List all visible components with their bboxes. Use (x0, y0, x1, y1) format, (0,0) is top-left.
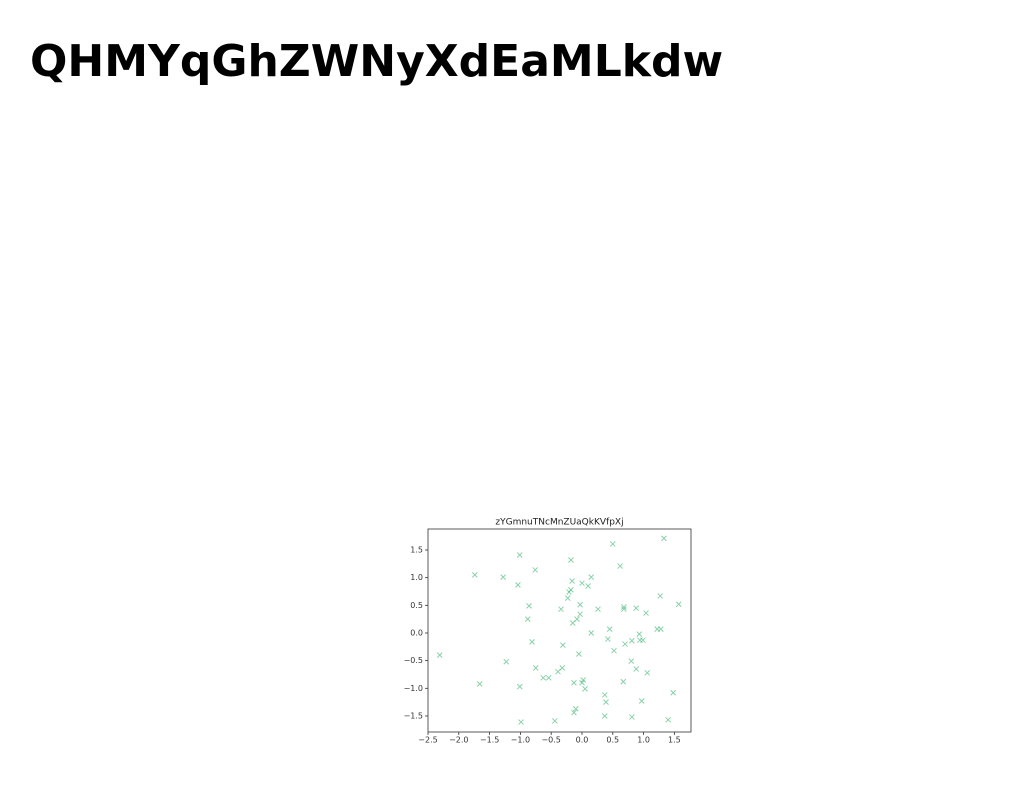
scatter-point (606, 626, 613, 632)
scatter-point (588, 574, 595, 580)
x-tick-label: −1.5 (480, 736, 499, 745)
scatter-point (622, 641, 628, 647)
y-tick-label: −1.5 (404, 711, 423, 720)
x-tick-label: 0.0 (576, 736, 589, 745)
y-tick-label: 1.0 (410, 573, 423, 582)
scatter-point (588, 630, 595, 636)
scatter-point (657, 626, 664, 632)
scatter-point (476, 681, 483, 687)
scatter-point (524, 616, 531, 623)
scatter-point (568, 557, 574, 563)
scatter-point (526, 603, 532, 609)
scatter-point (604, 636, 611, 642)
scatter-point (503, 658, 510, 665)
scatter-point (560, 642, 566, 649)
scatter-point (601, 692, 608, 698)
x-tick-label: −1.0 (511, 736, 530, 745)
x-tick-label: 1.5 (668, 736, 681, 745)
scatter-point (675, 601, 682, 608)
plot-frame (427, 528, 692, 733)
scatter-point (516, 552, 523, 558)
scatter-point (574, 616, 580, 623)
x-tick-label: 0.5 (606, 736, 619, 745)
scatter-point (638, 698, 645, 704)
scatter-point (569, 578, 575, 584)
scatter-point (577, 611, 583, 618)
x-tick-label: 1.0 (637, 736, 650, 745)
scatter-point (621, 604, 627, 610)
page-heading: QHMYqGhZWNyXdEaMLkdw (30, 36, 723, 87)
y-tick-label: −1.0 (404, 684, 423, 693)
scatter-point (628, 658, 635, 665)
scatter-point (558, 606, 564, 613)
scatter-point (611, 647, 617, 654)
scatter-point (571, 709, 577, 716)
scatter-point (572, 705, 579, 712)
scatter-point (540, 674, 547, 681)
scatter-point (643, 610, 649, 616)
x-tick-label: −2.5 (418, 736, 437, 745)
scatter-point (564, 595, 571, 601)
scatter-point (579, 580, 585, 587)
scatter-point (636, 631, 643, 637)
scatter-point (576, 651, 582, 657)
scatter-point (518, 719, 524, 725)
scatter-point (657, 593, 664, 599)
scatter-point (515, 582, 521, 588)
scatter-point (620, 678, 627, 685)
y-tick-label: 0.5 (410, 601, 423, 610)
scatter-point (552, 718, 558, 724)
scatter-point (629, 637, 635, 644)
scatter-point (595, 606, 601, 613)
scatter-point (568, 586, 574, 593)
scatter-point (516, 683, 523, 690)
x-tick-label: −2.0 (449, 736, 468, 745)
scatter-point (629, 714, 635, 720)
scatter-point (609, 541, 616, 547)
scatter-point (633, 605, 640, 611)
scatter-point (579, 679, 585, 686)
scatter-point (585, 583, 591, 589)
scatter-point (529, 638, 535, 645)
scatter-point (532, 567, 539, 573)
scatter-point (603, 699, 609, 705)
chart-title: zYGmnuTNcMnZUaQkKVfpXj (495, 518, 623, 528)
scatter-point (500, 574, 506, 580)
scatter-point (582, 686, 588, 692)
y-tick-label: 0.0 (410, 628, 423, 637)
y-tick-label: −0.5 (404, 656, 423, 665)
x-tick-label: −0.5 (541, 736, 560, 745)
scatter-point (571, 679, 577, 686)
scatter-point (621, 606, 627, 613)
scatter-point (601, 713, 608, 719)
scatter-point (545, 674, 552, 681)
scatter-point (665, 716, 672, 723)
scatter-point (644, 669, 651, 676)
scatter-point (633, 666, 640, 672)
scatter-point (670, 689, 676, 696)
scatter-point (661, 535, 667, 542)
scatter-point (577, 601, 583, 608)
y-tick-label: 1.5 (410, 546, 423, 555)
scatter-point (640, 637, 646, 644)
scatter-point (471, 572, 478, 578)
scatter-point (559, 664, 566, 671)
scatter-point (436, 652, 443, 658)
scatter-point (532, 664, 539, 671)
scatter-point (617, 563, 624, 569)
